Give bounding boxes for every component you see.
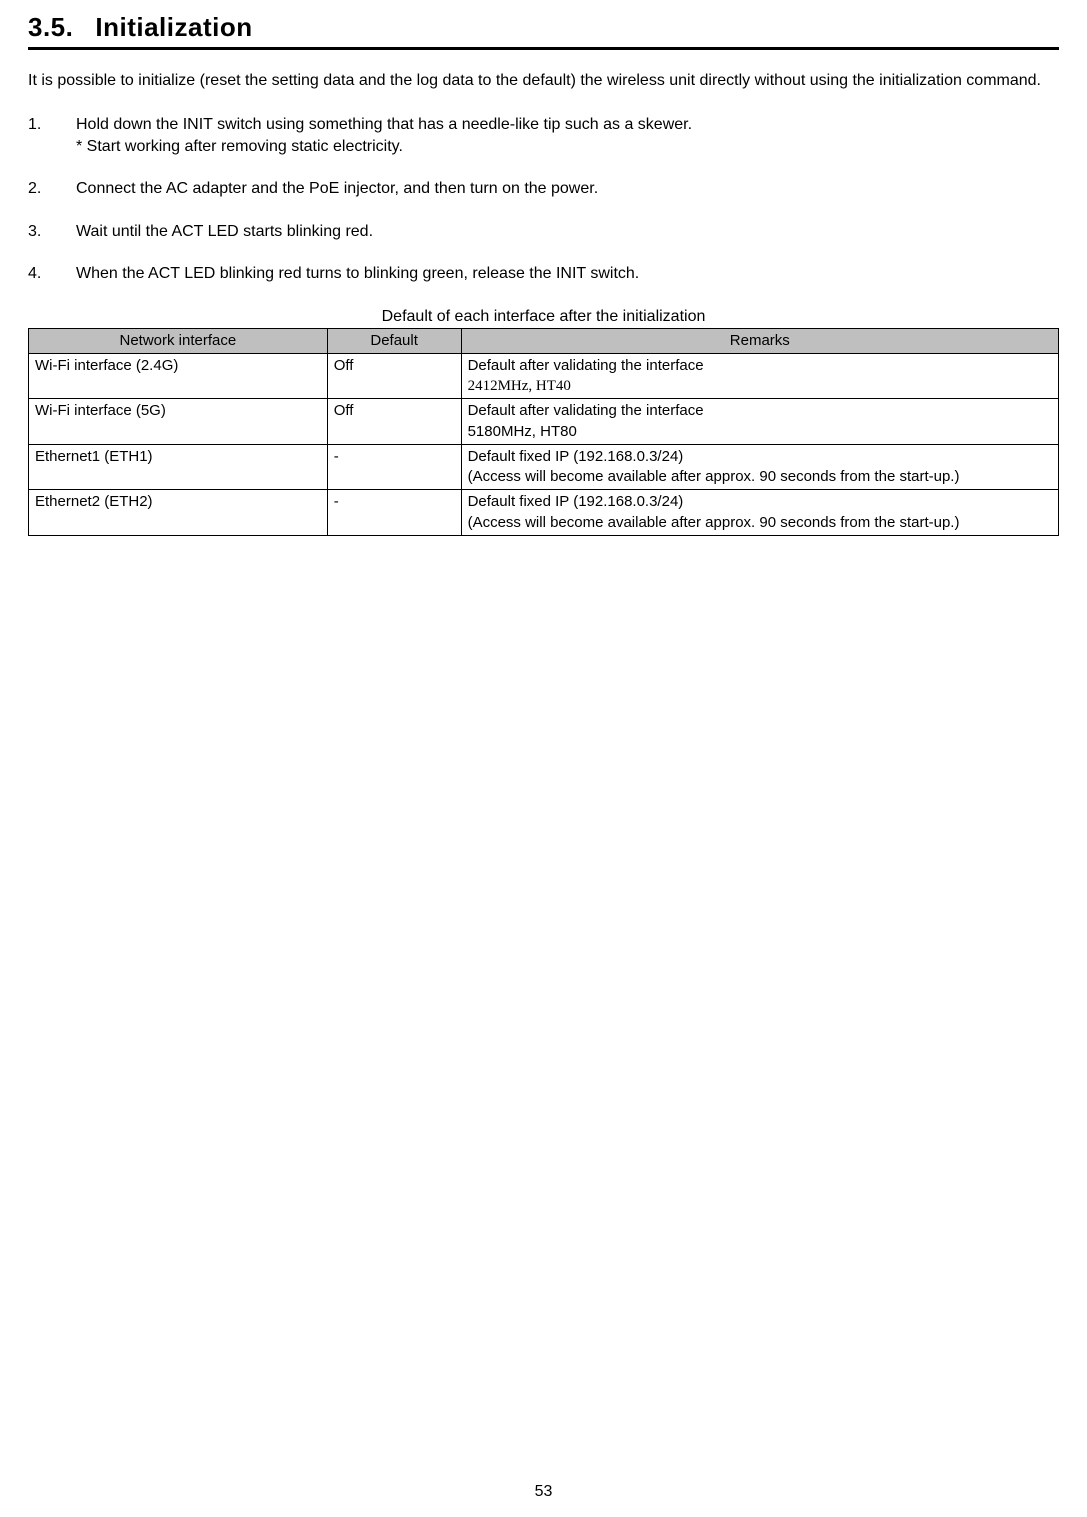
table-header-cell: Remarks	[461, 328, 1058, 353]
table-cell-default: -	[327, 490, 461, 536]
table-caption: Default of each interface after the init…	[28, 308, 1059, 326]
intro-paragraph: It is possible to initialize (reset the …	[28, 70, 1059, 92]
step-note: * Start working after removing static el…	[76, 138, 403, 155]
steps-list: 1. Hold down the INIT switch using somet…	[28, 114, 1059, 286]
step-item: 2. Connect the AC adapter and the PoE in…	[28, 178, 1059, 200]
step-text: When the ACT LED blinking red turns to b…	[76, 265, 639, 282]
step-text: Hold down the INIT switch using somethin…	[76, 116, 692, 133]
table-cell-remarks: Default after validating the interface 2…	[461, 353, 1058, 399]
table-cell-default: Off	[327, 353, 461, 399]
table-cell-remarks: Default fixed IP (192.168.0.3/24) (Acces…	[461, 444, 1058, 490]
table-cell-default: -	[327, 444, 461, 490]
interface-table: Network interface Default Remarks Wi-Fi …	[28, 328, 1059, 536]
table-cell-remarks: Default after validating the interface 5…	[461, 399, 1058, 445]
table-row: Wi-Fi interface (5G) Off Default after v…	[29, 399, 1059, 445]
step-number: 3.	[28, 221, 56, 243]
table-header-cell: Default	[327, 328, 461, 353]
step-number: 1.	[28, 114, 56, 136]
step-number: 2.	[28, 178, 56, 200]
table-row: Wi-Fi interface (2.4G) Off Default after…	[29, 353, 1059, 399]
step-number: 4.	[28, 263, 56, 285]
table-cell-remarks: Default fixed IP (192.168.0.3/24) (Acces…	[461, 490, 1058, 536]
step-item: 1. Hold down the INIT switch using somet…	[28, 114, 1059, 159]
table-cell-interface: Ethernet2 (ETH2)	[29, 490, 328, 536]
step-text: Connect the AC adapter and the PoE injec…	[76, 180, 598, 197]
table-cell-interface: Ethernet1 (ETH1)	[29, 444, 328, 490]
section-heading: 3.5. Initialization	[28, 12, 1059, 43]
table-cell-default: Off	[327, 399, 461, 445]
table-row: Ethernet2 (ETH2) - Default fixed IP (192…	[29, 490, 1059, 536]
section-rule	[28, 47, 1059, 50]
table-cell-interface: Wi-Fi interface (2.4G)	[29, 353, 328, 399]
section-number: 3.5.	[28, 12, 73, 42]
step-item: 3. Wait until the ACT LED starts blinkin…	[28, 221, 1059, 243]
table-header-cell: Network interface	[29, 328, 328, 353]
table-header-row: Network interface Default Remarks	[29, 328, 1059, 353]
page-number: 53	[0, 1483, 1087, 1501]
step-item: 4. When the ACT LED blinking red turns t…	[28, 263, 1059, 285]
table-cell-interface: Wi-Fi interface (5G)	[29, 399, 328, 445]
table-row: Ethernet1 (ETH1) - Default fixed IP (192…	[29, 444, 1059, 490]
section-title-text: Initialization	[95, 12, 252, 42]
step-text: Wait until the ACT LED starts blinking r…	[76, 223, 373, 240]
document-page: 3.5. Initialization It is possible to ini…	[0, 0, 1087, 1517]
